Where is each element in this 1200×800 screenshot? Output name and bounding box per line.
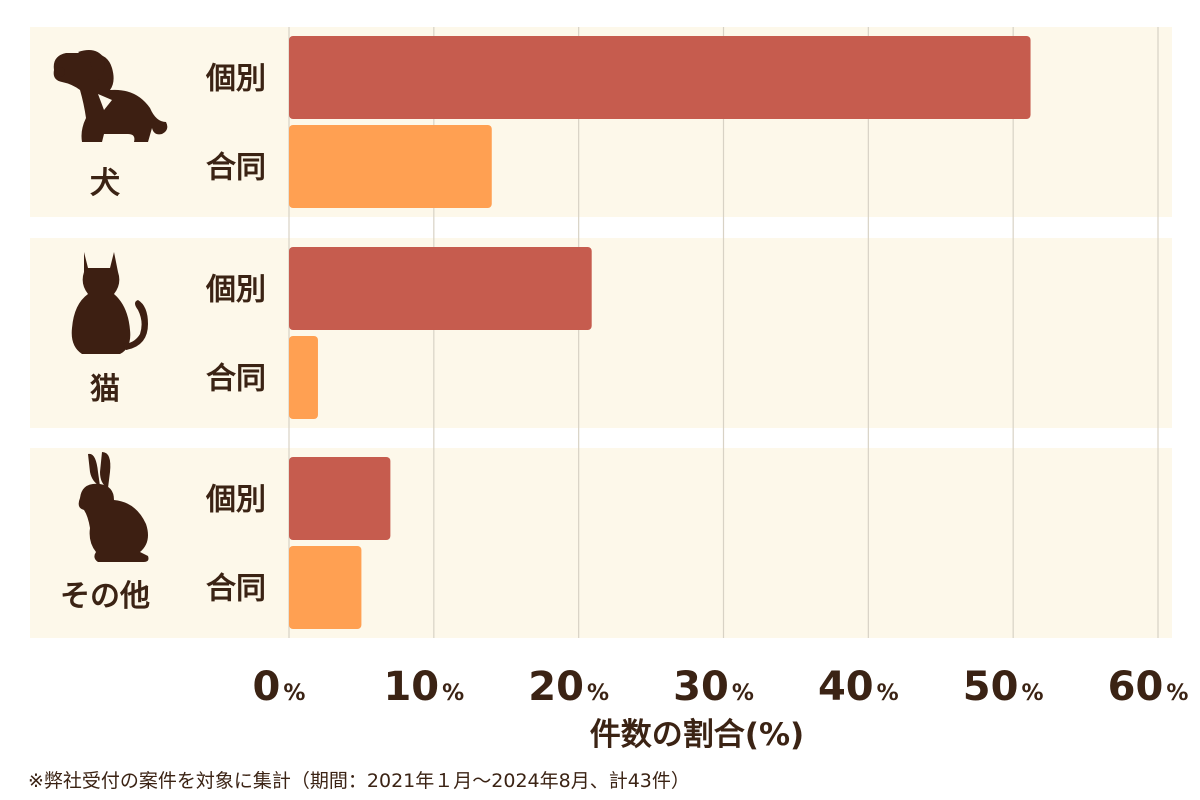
x-tick-label: 40% [818,664,899,710]
x-tick-label: 0% [253,664,306,710]
group-panel [30,448,1172,638]
x-tick-label: 60% [1108,664,1189,710]
x-tick-label: 30% [673,664,754,710]
footnote: ※弊社受付の案件を対象に集計（期間：2021年１月～2024年8月、計43件） [28,770,690,792]
cat-icon [71,252,148,354]
group-label: その他 [60,579,150,614]
bar [289,546,362,629]
bar-category-label: 合同 [206,572,266,607]
bar-category-label: 合同 [206,362,266,397]
bar-category-label: 個別 [205,62,266,97]
icons [53,50,168,562]
bar-category-label: 個別 [205,483,266,518]
bar [289,457,391,540]
x-tick-labels: 0% 10% 20% 30% 40% 50% 60% [253,664,1189,710]
bar [289,247,592,330]
bar [289,125,492,208]
x-tick-label: 10% [383,664,464,710]
x-tick-label: 50% [963,664,1044,710]
dog-icon [53,50,168,142]
group-panel [30,238,1172,428]
bar [289,36,1031,119]
bar-category-label: 個別 [205,273,266,308]
group-label: 猫 [90,372,120,407]
x-tick-label: 20% [528,664,609,710]
bar-category-label: 合同 [206,151,266,186]
rabbit-icon [78,452,149,562]
bar [289,336,318,419]
bars [289,36,1031,629]
x-axis-title: 件数の割合(%) [590,717,804,753]
group-label: 犬 [90,166,120,201]
